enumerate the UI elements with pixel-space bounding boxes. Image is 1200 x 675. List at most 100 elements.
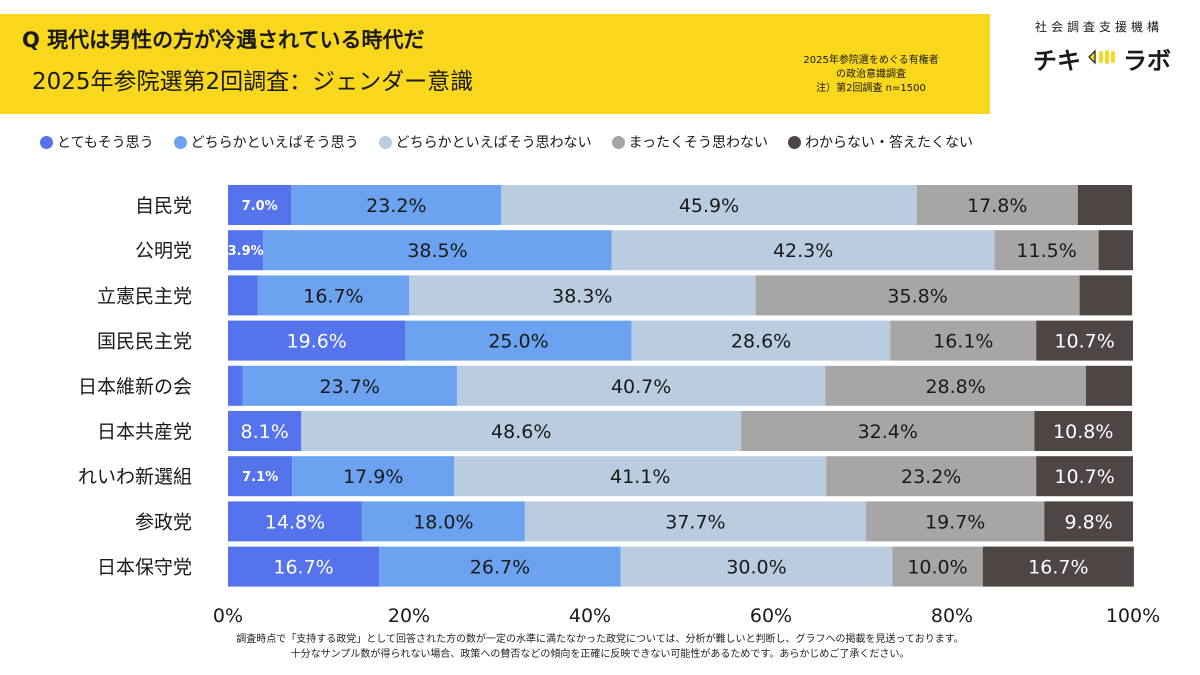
data-label: 45.9% (679, 195, 739, 217)
data-label: 28.8% (925, 376, 985, 398)
bar-segment (291, 185, 502, 225)
bar-segment (631, 320, 891, 361)
chart-subtitle: 2025年参院選第2回調査：ジェンダー意識 (32, 69, 474, 95)
header-band (0, 14, 990, 114)
category-label: れいわ新選組 (78, 466, 192, 488)
bar-segment (228, 365, 243, 406)
bar-segment (361, 501, 525, 542)
data-label: 37.7% (665, 511, 725, 533)
category-label: 立憲民主党 (97, 285, 192, 307)
x-tick-label: 0% (213, 605, 243, 625)
data-label: 48.6% (491, 421, 551, 443)
bar-segment (826, 456, 1037, 497)
x-tick-label: 80% (931, 605, 973, 625)
bar-segment (982, 546, 1134, 587)
data-label: 41.1% (610, 466, 670, 488)
legend: とてもそう思う どちらかといえばそう思う どちらかといえばそう思わない まったく… (40, 131, 1180, 153)
bar-segment (524, 501, 867, 542)
brand-org-name: 社会調査支援機構 (1034, 20, 1163, 34)
brand-logo: チキ ラボ (1022, 40, 1182, 76)
bar-segment (228, 411, 302, 451)
bar-segment (257, 275, 409, 316)
data-label: 9.8% (1065, 511, 1113, 533)
bar-segment (501, 185, 917, 225)
bar-segment (379, 546, 621, 587)
bar-segment (741, 411, 1035, 451)
data-label: 8.1% (241, 421, 289, 443)
survey-note-line: 2025年参院選をめぐる有権者 (803, 55, 939, 66)
survey-note-line: の政治意識調査 (836, 69, 906, 80)
category-label: 日本維新の会 (78, 376, 192, 398)
bar-segment (228, 185, 292, 225)
bar-segment (409, 275, 756, 316)
legend-label: まったくそう思わない (628, 135, 769, 151)
bar-segment (228, 230, 264, 271)
category-label: 自民党 (135, 195, 192, 217)
legend-item: どちらかといえばそう思う (173, 132, 359, 152)
bar-segment (1079, 275, 1133, 316)
category-label: 参政党 (135, 511, 192, 533)
bar-segment (292, 456, 455, 497)
survey-note-line: 注）第2回調査 n=1500 (816, 83, 926, 94)
data-label: 42.3% (773, 240, 833, 262)
bar-segment (994, 230, 1099, 271)
bar-segment (890, 320, 1037, 361)
category-label: 日本保守党 (97, 557, 192, 579)
x-tick-label: 100% (1106, 605, 1160, 625)
data-label: 10.7% (1054, 331, 1114, 353)
data-label: 10.8% (1053, 421, 1113, 443)
bar-segment (825, 365, 1086, 406)
legend-item: まったくそう思わない (611, 132, 769, 152)
footnote: 調査時点で「支持する政党」として回答された方の数が一定の水準に満たなかった政党に… (0, 632, 1200, 662)
bar-segment (1034, 411, 1133, 451)
data-label: 35.8% (887, 285, 947, 307)
data-label: 28.6% (731, 331, 791, 353)
legend-item: わからない・答えたくない (788, 132, 973, 152)
bar-segment (228, 275, 258, 316)
bar-segment (301, 411, 742, 451)
bar-segment (263, 230, 612, 271)
legend-swatch (173, 135, 187, 149)
bar-segment (611, 230, 995, 271)
data-label: 16.7% (273, 557, 333, 579)
data-label: 40.7% (611, 376, 671, 398)
bar-segment (228, 501, 362, 542)
data-label: 17.8% (967, 195, 1027, 217)
data-label: 30.0% (726, 557, 786, 579)
legend-swatch (40, 135, 53, 149)
footnote-line: 調査時点で「支持する政党」として回答された方の数が一定の水準に満たなかった政党に… (236, 634, 964, 645)
legend-swatch (788, 135, 802, 149)
data-label: 10.0% (907, 557, 967, 579)
data-label: 23.2% (366, 195, 426, 217)
bar-segment (1036, 456, 1133, 497)
data-label: 26.7% (470, 557, 530, 579)
data-label: 38.5% (407, 240, 467, 262)
data-label: 19.7% (925, 511, 985, 533)
data-label: 16.1% (933, 331, 993, 353)
bar-segment (454, 456, 827, 497)
bar-segment (916, 185, 1078, 225)
bar-segment (242, 365, 457, 406)
data-label: 18.0% (413, 511, 473, 533)
bar-segment (1077, 185, 1133, 225)
data-label: 14.8% (265, 511, 325, 533)
legend-item: どちらかといえばそう思わない (378, 132, 592, 152)
legend-item: とてもそう思う (40, 132, 154, 152)
bar-segment (1085, 365, 1133, 406)
data-label: 7.1% (242, 470, 278, 485)
bar-segment (1044, 501, 1133, 542)
x-tick-label: 40% (569, 605, 611, 625)
stacked-bar-chart: 自民党 7.0% 23.2% 45.9% 17.8% 公明党 3.9% 38.5% 42.3% 1… (78, 185, 1160, 625)
data-label: 11.5% (1016, 240, 1076, 262)
data-label: 16.7% (1028, 557, 1088, 579)
legend-label: とてもそう思う (57, 135, 154, 151)
brand-logo-right: ラボ (1123, 46, 1171, 75)
survey-note: 2025年参院選をめぐる有権者 の政治意識調査 注）第2回調査 n=1500 (760, 54, 982, 96)
footnote-line: 十分なサンプル数が得られない場合、政策への賛否などの傾向を正確に反映できない可能… (290, 649, 910, 660)
x-tick-label: 60% (750, 605, 792, 625)
data-label: 38.3% (552, 285, 612, 307)
legend-label: どちらかといえばそう思わない (395, 135, 592, 151)
category-label: 国民民主党 (97, 331, 192, 353)
bar-segment (755, 275, 1080, 316)
x-tick-label: 20% (388, 605, 430, 625)
